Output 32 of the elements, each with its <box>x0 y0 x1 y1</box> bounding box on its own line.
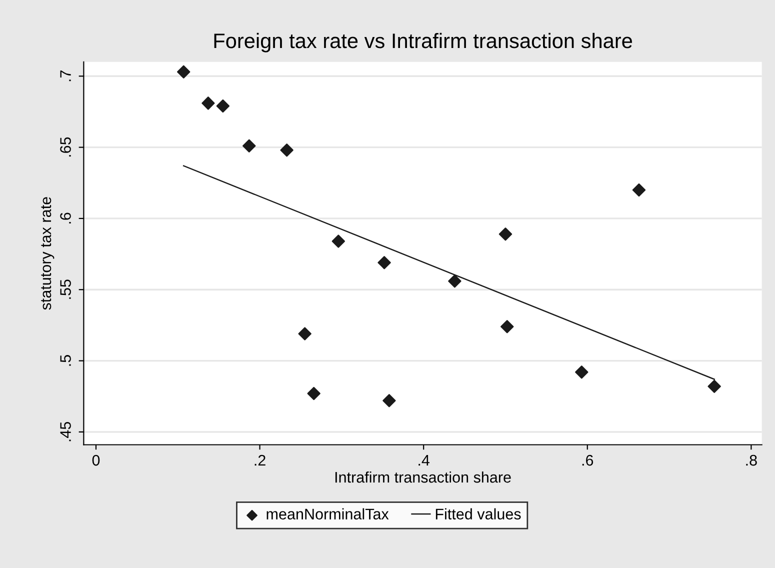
x-tick-label: .4 <box>418 455 430 466</box>
point <box>202 96 215 110</box>
point <box>242 139 256 152</box>
y-tick-label: .7 <box>60 70 71 82</box>
legend-label: meanNorminalTax <box>266 508 389 520</box>
point <box>280 144 294 157</box>
x-tick-label: .8 <box>746 454 757 466</box>
legend-label: Fitted values <box>436 508 521 520</box>
point <box>382 394 396 408</box>
y-tick-label: .6 <box>60 212 71 224</box>
point <box>632 183 646 197</box>
point <box>332 234 345 248</box>
y-axis-title: statutory tax rate <box>41 197 54 310</box>
point <box>498 228 512 241</box>
x-axis-title: Intrafirm transaction share <box>335 471 511 483</box>
y-tick-label: .55 <box>60 280 71 299</box>
point <box>307 386 320 400</box>
y-tick-label: .65 <box>60 137 71 157</box>
point <box>708 380 721 393</box>
x-tick-label: .2 <box>254 454 266 466</box>
point <box>216 99 230 113</box>
point <box>177 65 190 78</box>
y-tick-label: .5 <box>60 355 71 366</box>
point <box>448 274 462 288</box>
x-tick-label: .6 <box>582 454 594 466</box>
y-tick-label: .45 <box>60 422 71 442</box>
chart-title: Foreign tax rate vs Intrafirm transaction share <box>214 32 632 52</box>
point <box>500 320 514 334</box>
point <box>575 366 588 379</box>
x-tick-label: 0 <box>92 454 100 466</box>
point <box>378 256 391 270</box>
point <box>298 327 312 340</box>
